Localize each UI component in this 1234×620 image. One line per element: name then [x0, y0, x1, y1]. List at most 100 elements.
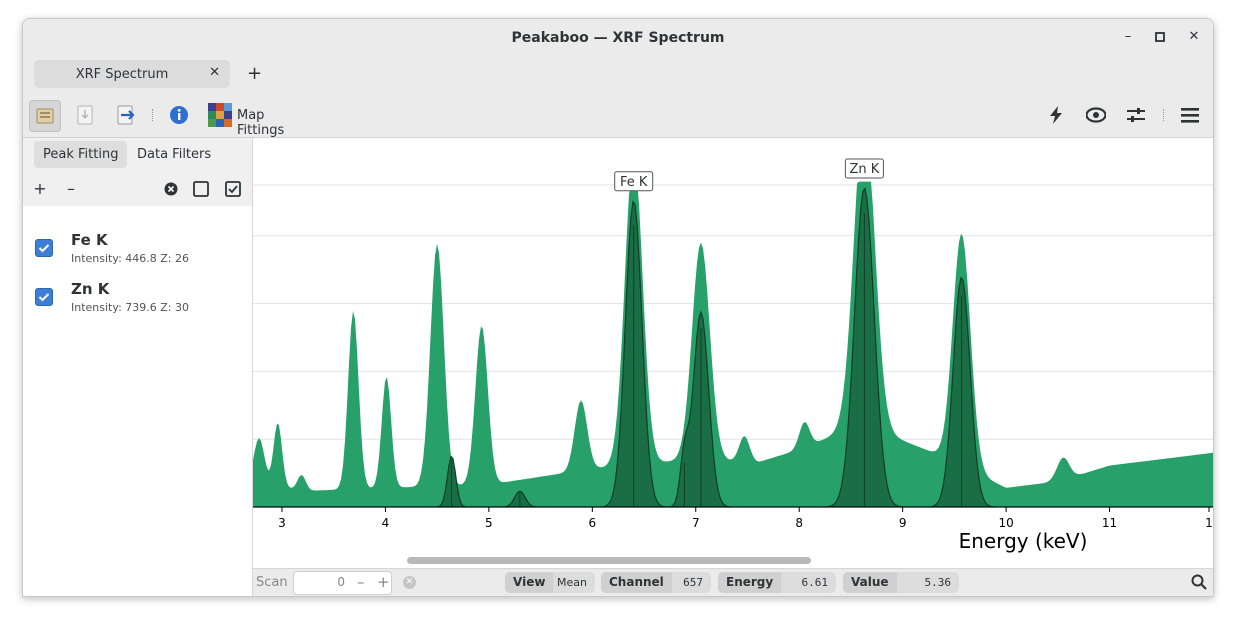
export-button[interactable] — [111, 100, 141, 130]
value-value: 5.36 — [924, 576, 952, 589]
eye-icon — [1086, 107, 1106, 123]
empty-checkbox-icon — [193, 181, 209, 197]
sliders-icon — [1127, 108, 1145, 122]
peak-label: Fe K — [614, 171, 654, 192]
main-menu-button[interactable] — [1175, 100, 1205, 130]
value-pill: Value 5.36 — [843, 572, 959, 593]
view-pill[interactable]: View Mean — [505, 572, 595, 593]
checkmark-icon — [38, 293, 50, 302]
settings-button[interactable] — [1121, 100, 1151, 130]
checkmark-icon — [38, 244, 50, 253]
toolbar-separator — [1163, 109, 1166, 121]
channel-pill: Channel 657 — [601, 572, 711, 593]
x-tick-label: 4 — [382, 516, 390, 530]
value-key: Value — [843, 572, 897, 593]
view-options-button[interactable] — [1081, 100, 1111, 130]
fitting-name: Fe K — [71, 231, 108, 249]
title-bar: Peakaboo — XRF Spectrum – ✕ — [23, 19, 1213, 58]
scan-clear-icon[interactable]: ✕ — [403, 576, 416, 589]
peak-label-box — [614, 171, 654, 192]
sidebar: Peak Fitting Data Filters + – Fe K Inten… — [23, 138, 253, 596]
toolbar: Map Fittings — [23, 95, 1213, 138]
window-title: Peakaboo — XRF Spectrum — [511, 30, 725, 46]
x-axis-ticks: 3 4 5 6 7 8 9 10 11 1 — [278, 507, 1213, 530]
map-fittings-label: Map Fittings — [237, 108, 285, 138]
export-arrow-icon — [117, 105, 135, 125]
close-button[interactable]: ✕ — [1188, 29, 1200, 44]
checked-checkbox-icon — [225, 181, 241, 197]
maximize-icon — [1155, 32, 1165, 42]
add-tab-button[interactable]: + — [247, 63, 263, 84]
tab-peak-fitting[interactable]: Peak Fitting — [34, 141, 128, 168]
channel-key: Channel — [601, 572, 672, 593]
peak-label-box — [844, 158, 884, 179]
peak-label-text: Fe K — [620, 175, 648, 190]
scan-label: Scan — [256, 575, 288, 590]
x-tick-label: 11 — [1102, 516, 1117, 530]
info-button[interactable] — [164, 100, 194, 130]
auto-fit-button[interactable] — [1041, 100, 1071, 130]
search-glyph — [1191, 574, 1207, 590]
energy-key: Energy — [718, 572, 782, 593]
search-icon[interactable] — [1191, 574, 1207, 594]
x-tick-label: 5 — [485, 516, 493, 530]
fitting-tools: + – — [23, 172, 252, 206]
tab-xrf-spectrum[interactable]: XRF Spectrum ✕ — [34, 60, 230, 88]
scan-increment-button[interactable]: + — [377, 573, 390, 591]
scrollbar-thumb[interactable] — [407, 557, 811, 564]
scan-decrement-button[interactable]: – — [357, 573, 365, 591]
remove-fitting-button[interactable]: – — [67, 179, 75, 198]
tab-bar: XRF Spectrum ✕ + — [23, 57, 1213, 95]
x-tick-label: 9 — [899, 516, 907, 530]
open-data-button[interactable] — [29, 100, 61, 132]
fitting-name: Zn K — [71, 280, 110, 298]
lightning-icon — [1050, 106, 1062, 124]
clear-fittings-button[interactable] — [161, 179, 181, 199]
x-tick-label: 3 — [278, 516, 286, 530]
spectrum-chart[interactable]: Fe KZn K 3 4 5 6 7 8 9 10 11 1 Energy (keV) — [253, 138, 1213, 554]
peak-label: Zn K — [844, 158, 884, 179]
save-icon — [77, 105, 93, 125]
select-none-button[interactable] — [191, 179, 211, 199]
app-window: Peakaboo — XRF Spectrum – ✕ XRF Spectrum… — [22, 18, 1214, 597]
fitting-info: Intensity: 446.8 Z: 26 — [71, 252, 190, 265]
open-folder-icon — [36, 108, 54, 124]
view-value: Mean — [557, 576, 587, 589]
tab-label: XRF Spectrum — [75, 67, 169, 82]
view-key: View — [505, 572, 554, 593]
x-tick-label: 10 — [998, 516, 1013, 530]
grid-lines — [253, 184, 1213, 440]
maximize-button[interactable] — [1150, 27, 1170, 47]
channel-value: 657 — [683, 576, 703, 589]
x-tick-label: 7 — [692, 516, 700, 530]
fitting-info: Intensity: 739.6 Z: 30 — [71, 301, 190, 314]
peak-label-text: Zn K — [849, 162, 879, 177]
fitting-item-fe-k[interactable]: Fe K Intensity: 446.8 Z: 26 — [23, 225, 252, 273]
horizontal-scrollbar[interactable] — [253, 554, 1213, 568]
fitting-checkbox[interactable] — [35, 239, 53, 257]
map-fittings-icon — [208, 103, 232, 127]
save-button[interactable] — [70, 100, 100, 130]
peak-markers — [451, 213, 963, 507]
hamburger-menu-icon — [1181, 108, 1199, 123]
tab-close-icon[interactable]: ✕ — [209, 65, 220, 80]
fitting-item-zn-k[interactable]: Zn K Intensity: 739.6 Z: 30 — [23, 274, 252, 322]
toolbar-separator — [152, 109, 155, 121]
raw-spectrum-area — [253, 181, 1213, 507]
x-tick-label: 8 — [795, 516, 803, 530]
energy-pill: Energy 6.61 — [718, 572, 836, 593]
add-fitting-button[interactable]: + — [33, 179, 47, 198]
tab-data-filters[interactable]: Data Filters — [137, 147, 212, 162]
fitting-checkbox[interactable] — [35, 288, 53, 306]
sidebar-tabs: Peak Fitting Data Filters — [23, 138, 252, 172]
minimize-button[interactable]: – — [1124, 29, 1132, 44]
peak-annotations: Fe K Zn K — [614, 158, 884, 192]
map-fittings-button[interactable]: Map Fittings — [204, 100, 314, 138]
spectrum-plot[interactable]: Fe K Zn K 3 4 5 6 7 8 9 10 11 1 Energy (keV) — [253, 138, 1213, 554]
energy-value: 6.61 — [801, 576, 829, 589]
select-all-button[interactable] — [223, 179, 243, 199]
x-tick-label: 1 — [1205, 516, 1213, 530]
scan-value[interactable]: 0 — [337, 575, 345, 589]
info-icon — [170, 106, 188, 124]
scan-spinner[interactable]: 0 – + — [293, 571, 392, 595]
